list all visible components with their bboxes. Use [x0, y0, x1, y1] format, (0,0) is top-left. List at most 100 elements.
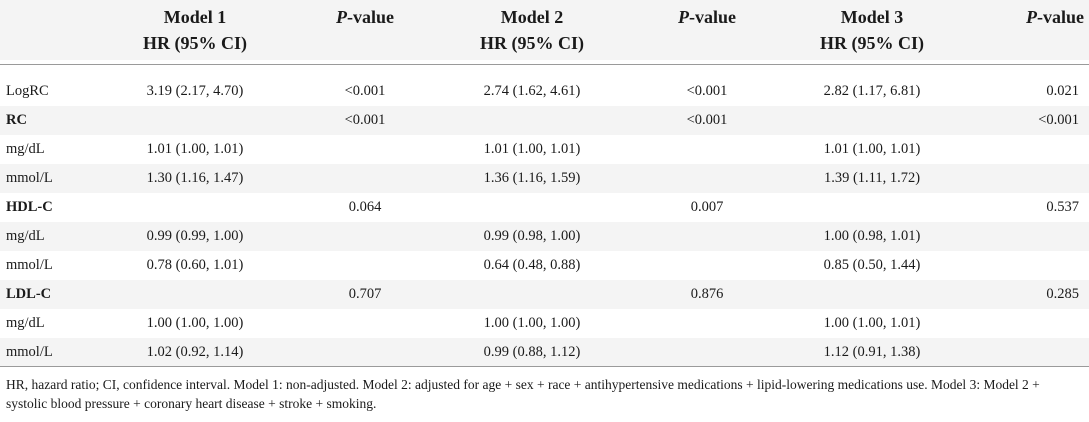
model2-pvalue-cell: <0.001: [686, 83, 728, 99]
model1-hr-cell: [130, 193, 260, 222]
model1-hr-cell: 0.99 (0.99, 1.00): [146, 228, 244, 244]
model3-hr-cell: 1.00 (0.98, 1.01): [823, 228, 921, 244]
row-label: LDL-C: [6, 286, 52, 302]
model1-hr-cell: 3.19 (2.17, 4.70): [146, 83, 244, 99]
model3-hr-cell: [807, 193, 937, 222]
row-label: mg/dL: [6, 228, 45, 244]
model3-pvalue-cell: <0.001: [1038, 112, 1079, 128]
model3-pvalue-cell: 0.537: [1046, 199, 1079, 215]
model2-pvalue-cell: [642, 309, 772, 338]
model3-hr-cell: 1.12 (0.91, 1.38): [823, 344, 921, 360]
model2-hr-cell: 0.99 (0.98, 1.00): [483, 228, 581, 244]
model2-header: Model 2 HR (95% CI): [447, 4, 617, 56]
model2-title: Model 2: [500, 7, 564, 27]
model3-subtitle: HR (95% CI): [820, 33, 924, 53]
model1-hr-cell: 1.02 (0.92, 1.14): [146, 344, 244, 360]
model1-title: Model 1: [163, 7, 227, 27]
model3-hr-cell: [807, 280, 937, 309]
model3-title: Model 3: [840, 7, 904, 27]
model2-hr-cell: [467, 106, 597, 135]
model3-hr-cell: [807, 106, 937, 135]
model2-pvalue-cell: [642, 135, 772, 164]
model2-hr-cell: 1.00 (1.00, 1.00): [483, 315, 581, 331]
model2-hr-cell: 1.01 (1.00, 1.01): [483, 141, 581, 157]
table-row: LogRC 3.19 (2.17, 4.70) <0.001 2.74 (1.62, …: [0, 77, 1089, 106]
model2-hr-cell: [467, 193, 597, 222]
model1-subtitle: HR (95% CI): [143, 33, 247, 53]
pvalue-header-3-suffix: -value: [1037, 7, 1084, 27]
model1-pvalue-cell: [300, 309, 430, 338]
model3-header: Model 3 HR (95% CI): [787, 4, 957, 56]
pvalue-header-3-prefix: P: [1026, 7, 1037, 27]
model1-pvalue-cell: 0.707: [348, 286, 382, 302]
model1-pvalue-cell: [300, 164, 430, 193]
model1-pvalue-cell: <0.001: [344, 112, 386, 128]
pvalue-header-3: P-value: [979, 4, 1089, 30]
model1-header: Model 1 HR (95% CI): [110, 4, 280, 56]
model2-pvalue-cell: <0.001: [686, 112, 728, 128]
model1-hr-cell: [130, 106, 260, 135]
model2-hr-cell: 1.36 (1.16, 1.59): [483, 170, 581, 186]
model1-hr-cell: 1.01 (1.00, 1.01): [146, 141, 244, 157]
model3-pvalue-cell: [990, 338, 1084, 367]
header-rule: [0, 64, 1089, 65]
model3-pvalue-cell: [990, 251, 1084, 280]
row-label: mmol/L: [6, 170, 53, 186]
model1-pvalue-cell: [300, 338, 430, 367]
table-row: mmol/L 0.78 (0.60, 1.01) 0.64 (0.48, 0.88)…: [0, 251, 1089, 280]
model1-pvalue-cell: <0.001: [344, 83, 386, 99]
row-label: mg/dL: [6, 315, 45, 331]
model2-hr-cell: [467, 280, 597, 309]
model1-hr-cell: 1.30 (1.16, 1.47): [146, 170, 244, 186]
row-label: mmol/L: [6, 257, 53, 273]
row-label: HDL-C: [6, 199, 53, 215]
row-label: mmol/L: [6, 344, 53, 360]
pvalue-header-2-suffix: -value: [689, 7, 736, 27]
table-row: mg/dL 1.00 (1.00, 1.00) 1.00 (1.00, 1.00) 1…: [0, 309, 1089, 338]
model3-pvalue-cell: [990, 135, 1084, 164]
model2-pvalue-cell: [642, 222, 772, 251]
model3-pvalue-cell: 0.285: [1046, 286, 1079, 302]
model3-hr-cell: 0.85 (0.50, 1.44): [823, 257, 921, 273]
table-row: RC <0.001 <0.001 <0.001: [0, 106, 1089, 135]
table-row: mg/dL 0.99 (0.99, 1.00) 0.99 (0.98, 1.00) 1…: [0, 222, 1089, 251]
model3-pvalue-cell: 0.021: [1046, 83, 1079, 99]
model2-pvalue-cell: 0.876: [690, 286, 724, 302]
model2-pvalue-cell: [642, 251, 772, 280]
model2-hr-cell: 0.64 (0.48, 0.88): [483, 257, 581, 273]
pvalue-header-1-suffix: -value: [347, 7, 394, 27]
model1-hr-cell: 1.00 (1.00, 1.00): [146, 315, 244, 331]
model3-hr-cell: 1.39 (1.11, 1.72): [823, 170, 921, 186]
model3-pvalue-cell: [990, 222, 1084, 251]
model1-pvalue-cell: 0.064: [348, 199, 382, 215]
pvalue-header-2: P-value: [642, 4, 772, 30]
pvalue-header-1-prefix: P: [336, 7, 347, 27]
model1-pvalue-cell: [300, 135, 430, 164]
table-footnote: HR, hazard ratio; CI, confidence interva…: [6, 377, 1040, 411]
model3-hr-cell: 1.00 (1.00, 1.01): [823, 315, 921, 331]
model2-pvalue-cell: [642, 338, 772, 367]
row-label: LogRC: [6, 83, 49, 99]
model2-subtitle: HR (95% CI): [480, 33, 584, 53]
model1-hr-cell: 0.78 (0.60, 1.01): [146, 257, 244, 273]
model3-hr-cell: 2.82 (1.17, 6.81): [823, 83, 921, 99]
model2-pvalue-cell: [642, 164, 772, 193]
model1-pvalue-cell: [300, 251, 430, 280]
pvalue-header-2-prefix: P: [678, 7, 689, 27]
table-header: Model 1 HR (95% CI) P-value Model 2 HR (…: [0, 0, 1089, 60]
table-row: mmol/L 1.30 (1.16, 1.47) 1.36 (1.16, 1.59)…: [0, 164, 1089, 193]
table-row: LDL-C 0.707 0.876 0.285: [0, 280, 1089, 309]
model1-hr-cell: [130, 280, 260, 309]
model3-hr-cell: 1.01 (1.00, 1.01): [823, 141, 921, 157]
table-row: mg/dL 1.01 (1.00, 1.01) 1.01 (1.00, 1.01) 1…: [0, 135, 1089, 164]
row-label: RC: [6, 112, 27, 128]
model3-pvalue-cell: [990, 309, 1084, 338]
model1-pvalue-cell: [300, 222, 430, 251]
model3-pvalue-cell: [990, 164, 1084, 193]
model2-pvalue-cell: 0.007: [690, 199, 724, 215]
table-row: mmol/L 1.02 (0.92, 1.14) 0.99 (0.88, 1.12)…: [0, 338, 1089, 367]
model2-hr-cell: 2.74 (1.62, 4.61): [483, 83, 581, 99]
model2-hr-cell: 0.99 (0.88, 1.12): [483, 344, 581, 360]
row-label: mg/dL: [6, 141, 45, 157]
